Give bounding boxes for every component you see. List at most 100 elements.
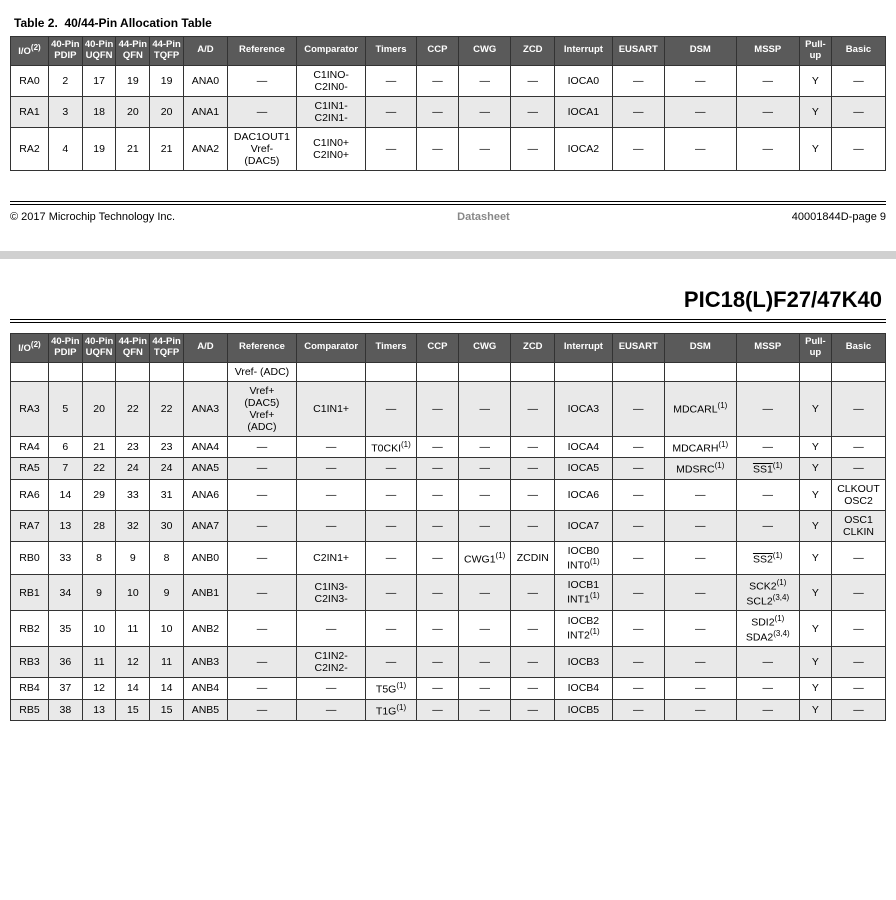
cell: Y bbox=[799, 127, 831, 170]
cell: — bbox=[664, 575, 736, 611]
cell: RB3 bbox=[11, 647, 49, 678]
cell: — bbox=[831, 699, 885, 721]
cell: Y bbox=[799, 458, 831, 480]
cell: — bbox=[416, 699, 458, 721]
col-header: Basic bbox=[831, 333, 885, 362]
cell: — bbox=[297, 458, 366, 480]
cell bbox=[366, 362, 417, 381]
cell: IOCA3 bbox=[555, 381, 612, 436]
cell: Y bbox=[799, 510, 831, 541]
cell: — bbox=[366, 541, 417, 575]
cell: CLKOUTOSC2 bbox=[831, 479, 885, 510]
col-header: A/D bbox=[183, 37, 227, 66]
cell: Y bbox=[799, 678, 831, 700]
cell: RA4 bbox=[11, 436, 49, 458]
cell: — bbox=[227, 510, 296, 541]
table-row: RB1349109ANB1—C1IN3-C2IN3-————IOCB1INT1(… bbox=[11, 575, 886, 611]
cell: — bbox=[227, 479, 296, 510]
cell: — bbox=[664, 510, 736, 541]
table-caption: Table 2. 40/44-Pin Allocation Table bbox=[14, 16, 886, 30]
cell: — bbox=[227, 575, 296, 611]
cell: — bbox=[612, 611, 664, 647]
cell bbox=[799, 362, 831, 381]
cell: IOCA6 bbox=[555, 479, 612, 510]
cell: 9 bbox=[82, 575, 116, 611]
cell: — bbox=[831, 647, 885, 678]
cell: — bbox=[664, 699, 736, 721]
col-header: 40-Pin PDIP bbox=[48, 333, 82, 362]
cell: 37 bbox=[48, 678, 82, 700]
cell: C1IN0+C2IN0+ bbox=[297, 127, 366, 170]
cell: 6 bbox=[48, 436, 82, 458]
cell: — bbox=[416, 678, 458, 700]
cell bbox=[736, 362, 799, 381]
title-rule bbox=[10, 319, 886, 323]
table-row: RB538131515ANB5——T1G(1)———IOCB5———Y— bbox=[11, 699, 886, 721]
cell: 17 bbox=[82, 65, 116, 96]
cell: 11 bbox=[150, 647, 184, 678]
cell: 20 bbox=[82, 381, 116, 436]
cell: RA7 bbox=[11, 510, 49, 541]
cell: — bbox=[612, 575, 664, 611]
cell: ANA0 bbox=[183, 65, 227, 96]
cell: — bbox=[459, 127, 511, 170]
cell: RB4 bbox=[11, 678, 49, 700]
cell bbox=[416, 362, 458, 381]
table-row: RA02171919ANA0—C1INO-C2IN0-————IOCA0———Y… bbox=[11, 65, 886, 96]
cell: 11 bbox=[116, 611, 150, 647]
cell: — bbox=[664, 611, 736, 647]
cell: ANB3 bbox=[183, 647, 227, 678]
col-header: Reference bbox=[227, 333, 296, 362]
cell: — bbox=[511, 458, 555, 480]
cell: — bbox=[664, 127, 736, 170]
cell: Y bbox=[799, 541, 831, 575]
cell: RA5 bbox=[11, 458, 49, 480]
cell bbox=[183, 362, 227, 381]
cell bbox=[612, 362, 664, 381]
cell bbox=[459, 362, 511, 381]
cell: RA2 bbox=[11, 127, 49, 170]
cell: — bbox=[736, 510, 799, 541]
cell: — bbox=[297, 479, 366, 510]
cell: 3 bbox=[48, 96, 82, 127]
cell: RA0 bbox=[11, 65, 49, 96]
cell: 7 bbox=[48, 458, 82, 480]
cell: — bbox=[366, 127, 417, 170]
cell: 20 bbox=[116, 96, 150, 127]
cell: — bbox=[511, 510, 555, 541]
cell: — bbox=[416, 479, 458, 510]
cell: — bbox=[297, 678, 366, 700]
cell: — bbox=[366, 65, 417, 96]
col-header: MSSP bbox=[736, 333, 799, 362]
table-row: RB235101110ANB2——————IOCB2INT2(1)——SDI2(… bbox=[11, 611, 886, 647]
col-header: Comparator bbox=[297, 333, 366, 362]
cell: — bbox=[459, 65, 511, 96]
col-header: 44-Pin TQFP bbox=[150, 333, 184, 362]
cell: — bbox=[459, 647, 511, 678]
cell: 21 bbox=[116, 127, 150, 170]
cell: MDCARL(1) bbox=[664, 381, 736, 436]
footer-center: Datasheet bbox=[457, 211, 510, 223]
cell: Y bbox=[799, 479, 831, 510]
cell bbox=[116, 362, 150, 381]
cell: C1IN1-C2IN1- bbox=[297, 96, 366, 127]
cell: — bbox=[459, 510, 511, 541]
col-header: CCP bbox=[416, 37, 458, 66]
cell: IOCA5 bbox=[555, 458, 612, 480]
cell: — bbox=[366, 611, 417, 647]
cell: IOCA7 bbox=[555, 510, 612, 541]
cell: ANA5 bbox=[183, 458, 227, 480]
cell: 10 bbox=[116, 575, 150, 611]
cell: — bbox=[511, 575, 555, 611]
cell: — bbox=[831, 381, 885, 436]
col-header: ZCD bbox=[511, 333, 555, 362]
cell: ANA7 bbox=[183, 510, 227, 541]
cell: — bbox=[612, 678, 664, 700]
col-header: A/D bbox=[183, 333, 227, 362]
cell: ANB1 bbox=[183, 575, 227, 611]
cell: 18 bbox=[82, 96, 116, 127]
cell: ANB4 bbox=[183, 678, 227, 700]
cell: ANB5 bbox=[183, 699, 227, 721]
cell: T1G(1) bbox=[366, 699, 417, 721]
cell: — bbox=[459, 699, 511, 721]
